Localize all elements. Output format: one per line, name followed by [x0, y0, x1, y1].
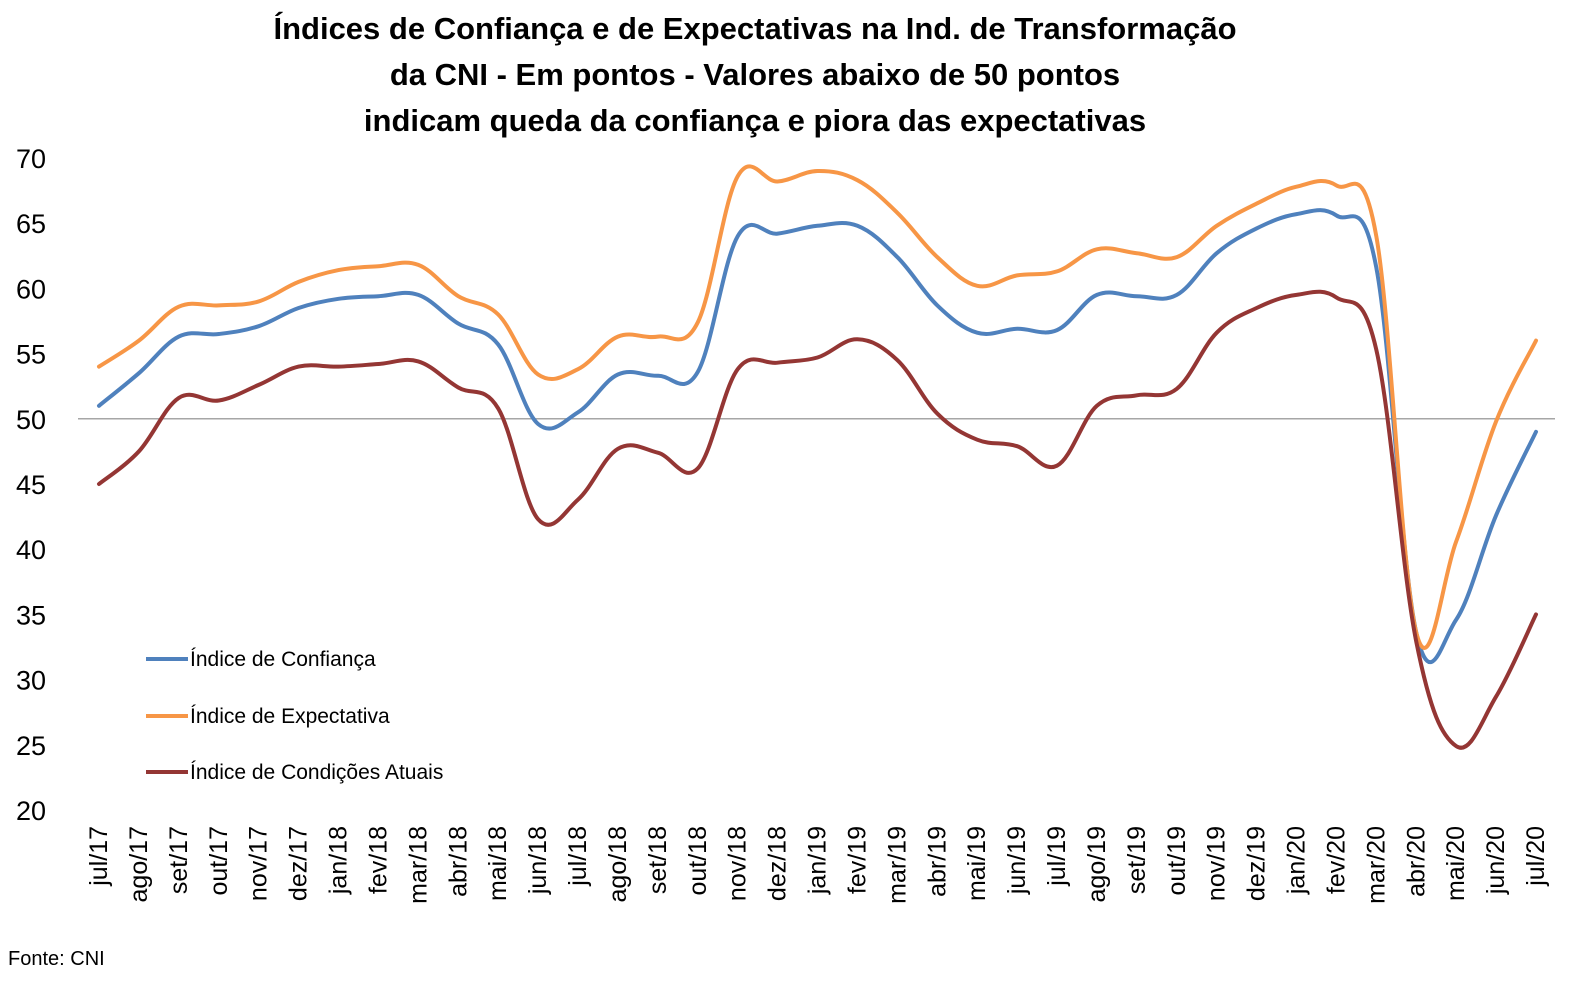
y-tick-label: 50 — [16, 405, 46, 435]
y-tick-label: 40 — [16, 535, 46, 565]
y-tick-label: 60 — [16, 274, 46, 304]
x-tick-label: jan/20 — [1283, 826, 1311, 895]
y-tick-label: 45 — [16, 470, 46, 500]
x-tick-label: jul/19 — [1043, 826, 1071, 887]
x-tick-label: mai/20 — [1442, 826, 1470, 901]
x-tick-label: mar/19 — [883, 826, 911, 904]
series-line-condicoes-atuais — [97, 289, 1538, 750]
y-tick-label: 55 — [16, 340, 46, 370]
source-note: Fonte: CNI — [8, 948, 105, 970]
legend: Índice de Confiança Índice de Expectativ… — [146, 648, 443, 784]
chart-title: Índices de Confiança e de Expectativas n… — [0, 6, 1510, 144]
x-tick-label: out/17 — [205, 826, 233, 896]
x-tick-label: jan/19 — [804, 826, 832, 895]
x-tick-label: jun/20 — [1482, 826, 1510, 895]
legend-label-confianca: Índice de Confiança — [190, 648, 376, 671]
x-tick-label: abr/18 — [444, 826, 472, 897]
x-tick-label: abr/19 — [923, 826, 951, 897]
x-tick-label: jun/18 — [524, 826, 552, 895]
x-axis-tick-labels: jul/17 ago/17 set/17 out/17 nov/17 dez/17 jan/… — [85, 826, 1550, 904]
chart-title-line-1: Índices de Confiança e de Expectativas n… — [273, 11, 1237, 46]
y-tick-label: 25 — [16, 731, 46, 761]
x-tick-label: jan/18 — [325, 826, 353, 895]
x-tick-label: ago/18 — [604, 826, 632, 902]
legend-label-condicoes-atuais: Índice de Condições Atuais — [190, 761, 443, 784]
x-tick-label: jul/17 — [85, 826, 113, 887]
x-tick-label: ago/17 — [125, 826, 153, 902]
x-tick-label: ago/19 — [1083, 826, 1111, 902]
legend-item-condicoes-atuais: Índice de Condições Atuais — [146, 761, 443, 784]
y-tick-label: 70 — [16, 144, 46, 174]
x-tick-label: out/18 — [684, 826, 712, 896]
x-tick-label: dez/17 — [285, 826, 313, 901]
x-tick-label: jun/19 — [1003, 826, 1031, 895]
x-tick-label: mai/19 — [963, 826, 991, 901]
x-tick-label: fev/20 — [1322, 826, 1350, 894]
series-line-confianca — [97, 208, 1538, 664]
y-tick-label: 65 — [16, 209, 46, 239]
x-tick-label: fev/18 — [364, 826, 392, 894]
x-tick-label: set/19 — [1123, 826, 1151, 894]
x-tick-label: mai/18 — [484, 826, 512, 901]
legend-label-expectativa: Índice de Expectativa — [190, 705, 390, 728]
x-tick-label: nov/19 — [1203, 826, 1231, 901]
x-tick-label: nov/17 — [245, 826, 273, 901]
x-tick-label: dez/18 — [764, 826, 792, 901]
x-tick-label: out/19 — [1163, 826, 1191, 896]
chart-title-line-2: da CNI - Em pontos - Valores abaixo de 5… — [389, 57, 1121, 92]
legend-item-confianca: Índice de Confiança — [146, 648, 376, 671]
x-tick-label: abr/20 — [1402, 826, 1430, 897]
x-tick-label: jul/20 — [1522, 826, 1550, 887]
chart-title-line-3: indicam queda da confiança e piora das e… — [363, 103, 1147, 138]
y-tick-label: 30 — [16, 666, 46, 696]
series-lines — [97, 164, 1538, 750]
y-tick-label: 35 — [16, 600, 46, 630]
x-tick-label: jul/18 — [564, 826, 592, 887]
y-tick-label: 20 — [16, 796, 46, 826]
x-tick-label: set/18 — [644, 826, 672, 894]
legend-item-expectativa: Índice de Expectativa — [146, 705, 390, 728]
x-tick-label: nov/18 — [724, 826, 752, 901]
x-tick-label: mar/18 — [404, 826, 432, 904]
series-line-expectativa — [97, 164, 1538, 650]
x-tick-label: mar/20 — [1362, 826, 1390, 904]
x-tick-label: dez/19 — [1243, 826, 1271, 901]
x-tick-label: set/17 — [165, 826, 193, 894]
x-tick-label: fev/19 — [843, 826, 871, 894]
y-axis-tick-labels: 20 25 30 35 40 45 50 55 60 65 70 — [16, 144, 46, 826]
